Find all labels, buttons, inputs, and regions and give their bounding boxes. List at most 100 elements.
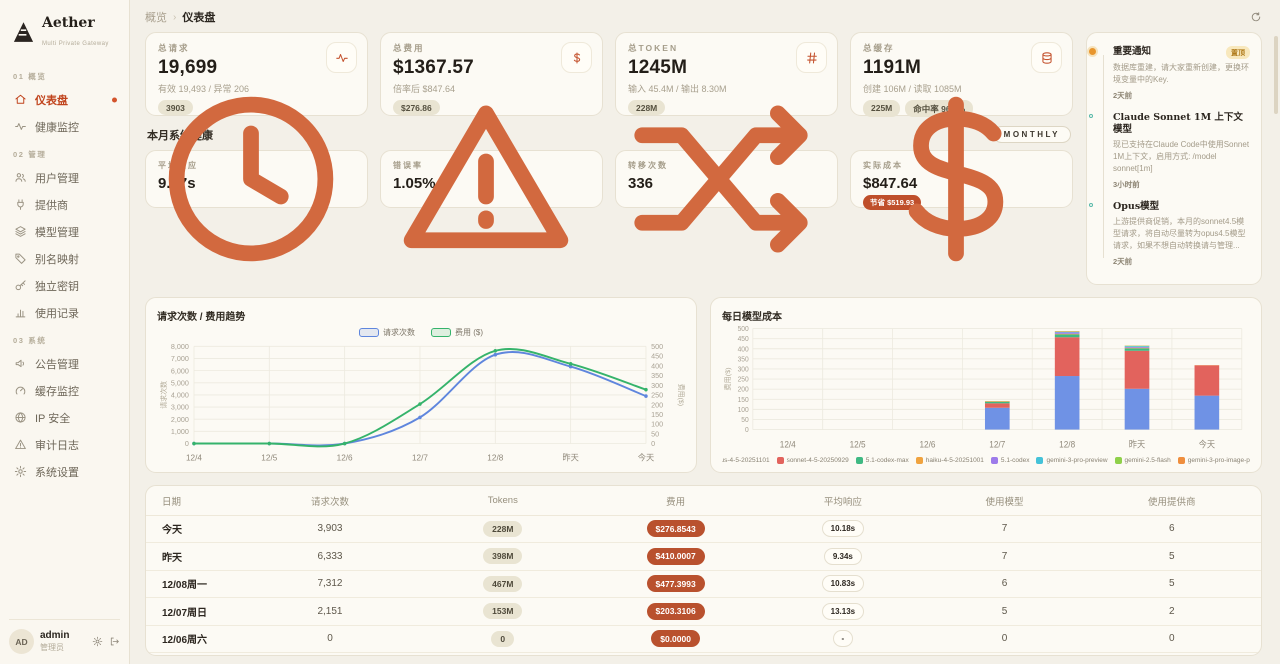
sidebar-item-usage[interactable]: 使用记录 bbox=[9, 299, 120, 326]
legend-label: 5.1-codex bbox=[1000, 456, 1030, 464]
svg-text:450: 450 bbox=[651, 351, 663, 360]
svg-text:3,000: 3,000 bbox=[171, 402, 189, 411]
nav-section-label: 03 系统 bbox=[13, 336, 47, 345]
clock-icon bbox=[146, 74, 356, 284]
legend-item-5[interactable]: gemini-3-pro-preview bbox=[1036, 456, 1108, 464]
legend-label: gemini-3-pro-preview bbox=[1046, 456, 1108, 464]
savings-badge: 节省 $519.93 bbox=[863, 195, 922, 210]
legend-item-0[interactable]: opus-4-5-20251101 bbox=[722, 457, 770, 464]
avg-response-badge: 9.34s bbox=[823, 547, 862, 565]
app-name: Aether bbox=[42, 15, 95, 31]
legend-swatch bbox=[1036, 456, 1044, 464]
cell-tokens: 0 bbox=[413, 625, 592, 654]
sidebar-item-cache[interactable]: 缓存监控 bbox=[9, 377, 120, 404]
cell-avg-response: 13.13s bbox=[759, 597, 927, 626]
sidebar-item-audit[interactable]: 审计日志 bbox=[9, 431, 120, 458]
column-header: 费用 bbox=[591, 485, 760, 516]
legend-item-0[interactable]: 请求次数 bbox=[359, 327, 415, 338]
health-card-0: 平均响应 9.77s bbox=[145, 96, 368, 262]
stat-badge: 228M bbox=[628, 100, 666, 115]
sidebar-item-label: 模型管理 bbox=[35, 226, 79, 239]
legend-item-1[interactable]: sonnet-4-5-20250929 bbox=[776, 456, 849, 464]
announcement-icon bbox=[14, 357, 27, 370]
cell-tokens: 398M bbox=[413, 542, 592, 571]
stat-icon-box bbox=[1031, 42, 1062, 73]
cell-avg-response: - bbox=[759, 652, 927, 655]
cell-date: 昨天 bbox=[146, 542, 247, 571]
sidebar-item-announcement[interactable]: 公告管理 bbox=[9, 350, 120, 377]
tokens-badge: 0 bbox=[491, 630, 515, 647]
tokens-badge: 228M bbox=[483, 520, 523, 537]
svg-text:100: 100 bbox=[738, 406, 749, 413]
notice-time: 3小时前 bbox=[1113, 179, 1140, 189]
svg-text:费用($): 费用($) bbox=[723, 367, 732, 390]
logout-icon[interactable] bbox=[109, 636, 120, 647]
daily-usage-table: 日期 请求次数 Tokens 费用 平均响应 使用模型 使用提供商 今天 3,903 228M $… bbox=[146, 485, 1261, 655]
legend-item-7[interactable]: gemini-3-pro-image-preview bbox=[1177, 456, 1250, 464]
svg-text:200: 200 bbox=[651, 400, 663, 409]
svg-text:100: 100 bbox=[651, 419, 663, 428]
sidebar-item-key[interactable]: 独立密钥 bbox=[9, 272, 120, 299]
svg-text:2,000: 2,000 bbox=[171, 414, 189, 423]
audit-icon bbox=[14, 438, 27, 451]
sidebar-item-provider[interactable]: 提供商 bbox=[9, 191, 120, 218]
legend-label: opus-4-5-20251101 bbox=[722, 456, 770, 464]
svg-text:150: 150 bbox=[651, 410, 663, 419]
sidebar-item-ip-security[interactable]: IP 安全 bbox=[9, 404, 120, 431]
cell-requests: 0 bbox=[246, 652, 414, 655]
health-title: 实际成本 bbox=[863, 161, 903, 170]
cell-avg-response: - bbox=[759, 625, 927, 654]
sidebar-item-settings[interactable]: 系统设置 bbox=[9, 458, 120, 485]
svg-text:12/7: 12/7 bbox=[989, 439, 1005, 449]
table-row: 今天 3,903 228M $276.8543 10.18s 7 6 bbox=[146, 515, 1261, 544]
stat-icon-box bbox=[561, 42, 592, 73]
legend-item-2[interactable]: 5.1-codex-max bbox=[855, 456, 909, 464]
cache-icon bbox=[14, 384, 27, 397]
logo: Aether Multi Private Gateway bbox=[9, 12, 120, 62]
cell-cost: $0.0000 bbox=[591, 652, 760, 655]
legend-item-6[interactable]: gemini-2.5-flash bbox=[1114, 456, 1171, 464]
tokens-badge: 398M bbox=[483, 548, 523, 565]
legend-swatch bbox=[855, 456, 863, 464]
notice-item-1[interactable]: Claude Sonnet 1M 上下文模型 现已支持在Claude Code中使… bbox=[1089, 112, 1250, 190]
line-chart-legend: 请求次数 费用 ($) bbox=[157, 325, 685, 341]
hash-icon bbox=[805, 51, 819, 65]
sidebar-item-label: IP 安全 bbox=[35, 412, 71, 425]
cost-badge: $0.0000 bbox=[651, 630, 700, 648]
sidebar-item-alias[interactable]: 别名映射 bbox=[9, 245, 120, 272]
sidebar-item-models[interactable]: 模型管理 bbox=[9, 218, 120, 245]
sidebar-item-dashboard[interactable]: 仪表盘 bbox=[9, 86, 120, 113]
svg-text:12/4: 12/4 bbox=[186, 452, 202, 462]
settings-gear-icon[interactable] bbox=[92, 636, 103, 647]
breadcrumb-overview[interactable]: 概览 bbox=[145, 12, 167, 24]
monthly-period-pill[interactable]: MONTHLY bbox=[992, 126, 1071, 143]
cell-models: 5 bbox=[926, 597, 1083, 626]
cell-tokens: 228M bbox=[413, 515, 592, 544]
cell-avg-response: 9.34s bbox=[759, 542, 927, 571]
bar-chart: 0 50 100 150 200 250 300 350 400 450 500 12/4 12/5 12… bbox=[722, 323, 1250, 454]
column-header: 请求次数 bbox=[246, 485, 414, 516]
legend-swatch bbox=[1114, 456, 1122, 464]
notice-item-0[interactable]: 重要通知 置顶 数据库重建，请大家重新创建，更换环境变量中的Key. 2天前 bbox=[1089, 46, 1250, 101]
stat-value: 19,699 bbox=[158, 57, 218, 78]
legend-item-3[interactable]: haiku-4-5-20251001 bbox=[915, 456, 984, 464]
legend-item-4[interactable]: 5.1-codex bbox=[990, 456, 1030, 464]
stat-badge: 3903 bbox=[158, 100, 193, 115]
svg-text:昨天: 昨天 bbox=[1129, 438, 1146, 449]
svg-text:0: 0 bbox=[185, 439, 189, 448]
usage-icon bbox=[14, 306, 27, 319]
scrollbar[interactable] bbox=[1274, 36, 1278, 114]
sidebar-item-health[interactable]: 健康监控 bbox=[9, 113, 120, 140]
nav-section-label: 02 管理 bbox=[13, 150, 47, 159]
notice-item-2[interactable]: Opus模型 上游提供商促销，本月的sonnet4.5模型请求，将自动尽量转为op… bbox=[1089, 200, 1250, 267]
legend-item-1[interactable]: 费用 ($) bbox=[431, 327, 483, 338]
sidebar-item-users[interactable]: 用户管理 bbox=[9, 164, 120, 191]
notice-title: 重要通知 bbox=[1113, 46, 1152, 57]
legend-label: sonnet-4-5-20250929 bbox=[786, 456, 849, 464]
sidebar-item-label: 缓存监控 bbox=[35, 385, 79, 398]
refresh-icon[interactable] bbox=[1250, 11, 1262, 23]
cell-tokens: 0 bbox=[413, 652, 592, 655]
main-content: 概览 › 仪表盘 总请求 19,699 有效 19,493 / 异常 206 3903… bbox=[130, 0, 1280, 664]
notice-title: Opus模型 bbox=[1113, 200, 1160, 212]
dollar-icon bbox=[570, 51, 584, 65]
